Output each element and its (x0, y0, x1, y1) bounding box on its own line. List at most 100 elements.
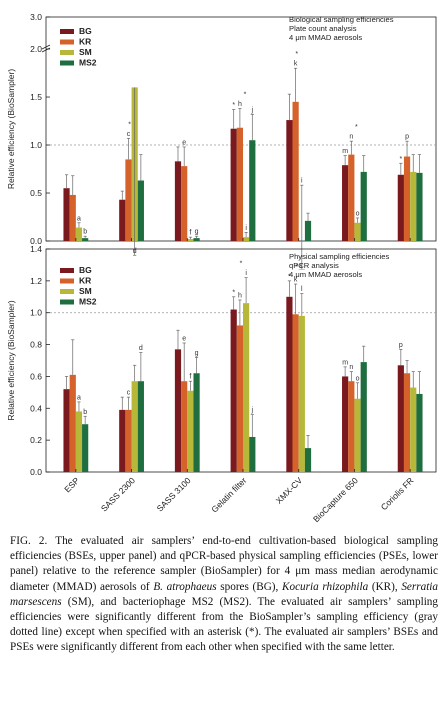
significance-label: m (342, 148, 348, 155)
significance-label: j (251, 407, 254, 414)
y-tick-label: 3.0 (30, 12, 42, 22)
bar-kr (181, 381, 188, 472)
caption-text-3: (KR), (368, 580, 402, 593)
caption-species-kr: Kocuria rhizophila (282, 580, 369, 593)
significance-label: j (251, 107, 254, 114)
significance-label: g (195, 350, 199, 357)
bar-kr (125, 409, 132, 472)
x-tick-label: SASS 2300 (99, 475, 137, 513)
legend-label-kr: KR (79, 37, 91, 47)
legend-swatch-kr (60, 278, 74, 284)
significance-label: f (189, 230, 191, 237)
significance-label: i (245, 270, 247, 277)
y-axis-label: Relative efficiency (BioSampler) (6, 300, 16, 420)
bar-ms2 (137, 381, 144, 472)
significance-label: d (133, 248, 137, 255)
axis-break-mark (41, 47, 51, 53)
bar-kr (236, 127, 243, 241)
caption-text-4: (SM), and bacteriophage MS2 (MS2). The e… (10, 595, 438, 654)
bar-kr (292, 101, 299, 241)
bar-sm (75, 227, 83, 241)
bar-kr (69, 194, 76, 241)
bar-ms2 (416, 172, 423, 241)
bar-bg (63, 389, 70, 472)
significance-label: * (288, 273, 291, 280)
legend-swatch-bg (60, 29, 74, 34)
y-axis-label: Relative efficiency (BioSampler) (6, 69, 16, 189)
bar-ms2 (360, 362, 367, 472)
significance-label: c (127, 390, 131, 397)
bar-ms2 (249, 436, 256, 472)
bar-ms2 (137, 180, 144, 241)
bar-kr (181, 166, 188, 241)
y-tick-label: 1.5 (30, 92, 42, 102)
bar-ms2 (82, 424, 89, 472)
y-tick-label: 1.4 (30, 244, 42, 254)
significance-label: f (189, 374, 191, 381)
bar-bg (397, 174, 404, 241)
bar-sm (75, 411, 83, 472)
y-tick-label: 0.8 (30, 340, 42, 350)
bar-bg (286, 296, 293, 472)
bar-sm (410, 171, 417, 241)
bar-sm (354, 222, 361, 241)
x-tick-label: ESP (62, 475, 81, 494)
bar-ms2 (249, 140, 256, 241)
significance-label: k (294, 61, 298, 68)
significance-label: e (182, 139, 186, 146)
panel-annotation: Biological sampling efficiencies (289, 15, 394, 24)
asterisk-label: * (299, 264, 302, 271)
x-tick-label: BioCapture 650 (311, 475, 360, 524)
significance-label: p (399, 342, 403, 349)
significance-label: o (356, 375, 360, 382)
bar-ms2 (193, 373, 200, 472)
bar-ms2 (304, 220, 312, 241)
legend-label-ms2: MS2 (79, 297, 97, 307)
significance-label: k (294, 277, 298, 284)
significance-label: i (301, 178, 303, 185)
bar-sm (354, 398, 361, 472)
asterisk-label: * (240, 261, 243, 268)
legend-label-bg: BG (79, 26, 92, 36)
legend-label-kr: KR (79, 276, 91, 286)
asterisk-label: * (295, 51, 298, 58)
y-tick-label: 1.2 (30, 276, 42, 286)
significance-label: * (232, 102, 235, 109)
bar-bg (230, 309, 237, 472)
upper-panel: 0.0 0.5 1.0 1.5 2.0 3.0 Relative efficiency (B… (6, 12, 437, 270)
significance-label: a (77, 394, 81, 401)
x-tick-label: XMX-CV (274, 475, 305, 506)
x-tick-label: SASS 3100 (155, 475, 193, 513)
x-tick-label: Coriolis FR (379, 475, 416, 512)
bar-bg (119, 199, 126, 241)
y-tick-label: 0.6 (30, 371, 42, 381)
x-tick-label: Gelatin filter (209, 475, 248, 514)
asterisk-label: * (244, 92, 247, 99)
legend-label-sm: SM (79, 47, 92, 57)
legend-swatch-sm (60, 50, 74, 55)
panel-annotation: qPCR analysis (289, 261, 339, 270)
bar-bg (174, 349, 182, 472)
significance-label: n (349, 364, 353, 371)
bar-kr (348, 154, 355, 241)
bar-sm (131, 381, 138, 472)
significance-label: h (238, 101, 242, 108)
significance-label: * (232, 289, 235, 296)
bar-ms2 (82, 238, 89, 241)
bar-bg (174, 161, 182, 241)
bar-bg (342, 376, 349, 472)
legend-swatch-ms2 (60, 60, 74, 66)
legend-swatch-sm (60, 289, 74, 294)
panel-annotation: 4 μm MMAD aerosols (289, 33, 362, 42)
legend-swatch-ms2 (60, 299, 74, 305)
legend-label-bg: BG (79, 265, 92, 275)
significance-label: o (356, 210, 360, 217)
bar-kr (403, 373, 411, 472)
significance-label: m (342, 359, 348, 366)
y-tick-label: 0.5 (30, 188, 42, 198)
legend-swatch-bg (60, 268, 74, 273)
panel-annotation: 4 μm MMAD aerosols (289, 270, 362, 279)
caption-text-1: FIG. 2. The evaluated air samplers’ end-… (10, 535, 438, 593)
bar-bg (397, 365, 404, 472)
bar-sm (187, 390, 194, 472)
